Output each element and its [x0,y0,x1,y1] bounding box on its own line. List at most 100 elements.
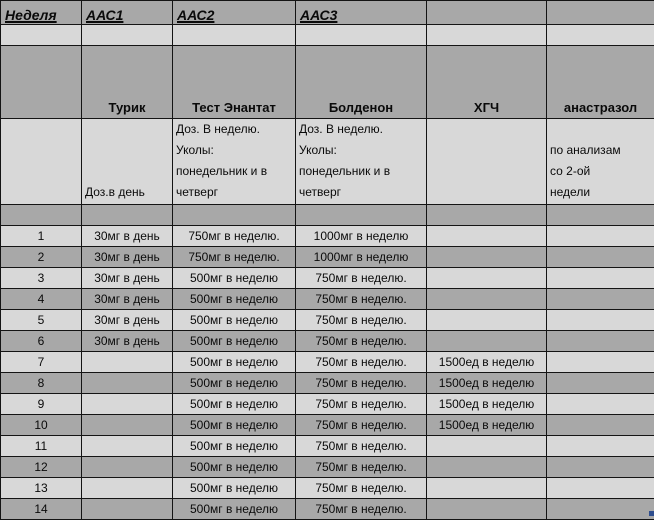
cell-hgh-dose[interactable] [427,289,547,310]
cell-aas1-dose[interactable] [82,373,173,394]
cell-week[interactable]: 2 [1,247,82,268]
cell-hgh-dose[interactable] [427,457,547,478]
cell-aas2-dose[interactable]: 500мг в неделю [173,352,296,373]
note-cell-test-enantat[interactable]: Доз. В неделю. Уколы: понедельник и в че… [173,119,296,205]
cell-aas1-dose[interactable] [82,394,173,415]
empty-cell[interactable] [1,205,82,226]
header-cell-aas1[interactable]: ААС1 [82,1,173,25]
cell-aas2-dose[interactable]: 500мг в неделю [173,478,296,499]
cell-aas1-dose[interactable] [82,352,173,373]
cell-week[interactable]: 3 [1,268,82,289]
cell-week[interactable]: 7 [1,352,82,373]
fill-handle[interactable] [649,511,654,516]
empty-cell[interactable] [173,205,296,226]
name-cell-anastrazol[interactable]: анастразол [547,46,654,119]
cell-aas3-dose[interactable]: 750мг в неделю. [296,352,427,373]
empty-cell[interactable] [427,205,547,226]
cell-ana-dose[interactable] [547,499,654,520]
empty-cell[interactable] [427,25,547,46]
cell-week[interactable]: 12 [1,457,82,478]
cell-aas2-dose[interactable]: 500мг в неделю [173,331,296,352]
cell-aas2-dose[interactable]: 500мг в неделю [173,373,296,394]
name-cell-hgh[interactable]: ХГЧ [427,46,547,119]
cell-week[interactable]: 13 [1,478,82,499]
cell-hgh-dose[interactable] [427,226,547,247]
cell-ana-dose[interactable] [547,394,654,415]
cell-hgh-dose[interactable] [427,436,547,457]
empty-cell[interactable] [82,205,173,226]
cell-ana-dose[interactable] [547,226,654,247]
cell-ana-dose[interactable] [547,352,654,373]
cell-aas3-dose[interactable]: 750мг в неделю. [296,373,427,394]
header-cell-aas3[interactable]: ААС3 [296,1,427,25]
cell-ana-dose[interactable] [547,289,654,310]
cell-aas3-dose[interactable]: 1000мг в неделю [296,226,427,247]
cell-aas3-dose[interactable]: 750мг в неделю. [296,415,427,436]
empty-cell[interactable] [82,25,173,46]
cell-hgh-dose[interactable]: 1500ед в неделю [427,394,547,415]
header-cell-ana[interactable] [547,1,654,25]
header-cell-aas2[interactable]: ААС2 [173,1,296,25]
name-cell-boldenon[interactable]: Болденон [296,46,427,119]
cell-aas3-dose[interactable]: 750мг в неделю. [296,457,427,478]
note-cell-boldenon[interactable]: Доз. В неделю. Уколы: понедельник и в че… [296,119,427,205]
cell-aas2-dose[interactable]: 500мг в неделю [173,394,296,415]
cell-aas3-dose[interactable]: 750мг в неделю. [296,289,427,310]
cell-week[interactable]: 10 [1,415,82,436]
empty-cell[interactable] [547,25,654,46]
cell-aas1-dose[interactable] [82,478,173,499]
cell-hgh-dose[interactable]: 1500ед в неделю [427,373,547,394]
cell-aas3-dose[interactable]: 750мг в неделю. [296,268,427,289]
cell-aas3-dose[interactable]: 750мг в неделю. [296,331,427,352]
cell-aas3-dose[interactable]: 750мг в неделю. [296,499,427,520]
cell-aas1-dose[interactable]: 30мг в день [82,310,173,331]
empty-cell[interactable] [1,119,82,205]
cell-ana-dose[interactable] [547,415,654,436]
cell-aas1-dose[interactable]: 30мг в день [82,289,173,310]
cell-aas1-dose[interactable]: 30мг в день [82,268,173,289]
empty-cell[interactable] [296,205,427,226]
empty-cell[interactable] [1,25,82,46]
cell-aas2-dose[interactable]: 500мг в неделю [173,268,296,289]
note-cell-turik[interactable]: Доз.в день [82,119,173,205]
cell-aas2-dose[interactable]: 750мг в неделю. [173,226,296,247]
cell-ana-dose[interactable] [547,268,654,289]
cell-hgh-dose[interactable] [427,499,547,520]
cell-week[interactable]: 4 [1,289,82,310]
note-cell-anastrazol[interactable]: по анализам со 2-ой недели [547,119,654,205]
cell-ana-dose[interactable] [547,331,654,352]
cell-week[interactable]: 9 [1,394,82,415]
cell-ana-dose[interactable] [547,436,654,457]
cell-ana-dose[interactable] [547,373,654,394]
header-cell-week[interactable]: Неделя [1,1,82,25]
cell-aas3-dose[interactable]: 1000мг в неделю [296,247,427,268]
cell-aas1-dose[interactable]: 30мг в день [82,226,173,247]
cell-week[interactable]: 11 [1,436,82,457]
cell-week[interactable]: 5 [1,310,82,331]
cell-aas1-dose[interactable] [82,415,173,436]
cell-aas2-dose[interactable]: 500мг в неделю [173,499,296,520]
cell-aas2-dose[interactable]: 500мг в неделю [173,310,296,331]
empty-cell[interactable] [547,205,654,226]
cell-aas2-dose[interactable]: 500мг в неделю [173,415,296,436]
cell-aas1-dose[interactable]: 30мг в день [82,331,173,352]
cell-aas1-dose[interactable]: 30мг в день [82,247,173,268]
name-cell-test-enantat[interactable]: Тест Энантат [173,46,296,119]
cell-aas1-dose[interactable] [82,457,173,478]
cell-hgh-dose[interactable] [427,268,547,289]
cell-aas2-dose[interactable]: 750мг в неделю. [173,247,296,268]
cell-hgh-dose[interactable]: 1500ед в неделю [427,352,547,373]
empty-cell[interactable] [1,46,82,119]
cell-aas1-dose[interactable] [82,436,173,457]
note-cell-hgh[interactable] [427,119,547,205]
cell-aas3-dose[interactable]: 750мг в неделю. [296,436,427,457]
cell-week[interactable]: 6 [1,331,82,352]
cell-aas3-dose[interactable]: 750мг в неделю. [296,478,427,499]
cell-aas3-dose[interactable]: 750мг в неделю. [296,310,427,331]
cell-ana-dose[interactable] [547,247,654,268]
cell-aas1-dose[interactable] [82,499,173,520]
empty-cell[interactable] [296,25,427,46]
cell-hgh-dose[interactable] [427,310,547,331]
cell-aas2-dose[interactable]: 500мг в неделю [173,436,296,457]
cell-week[interactable]: 14 [1,499,82,520]
